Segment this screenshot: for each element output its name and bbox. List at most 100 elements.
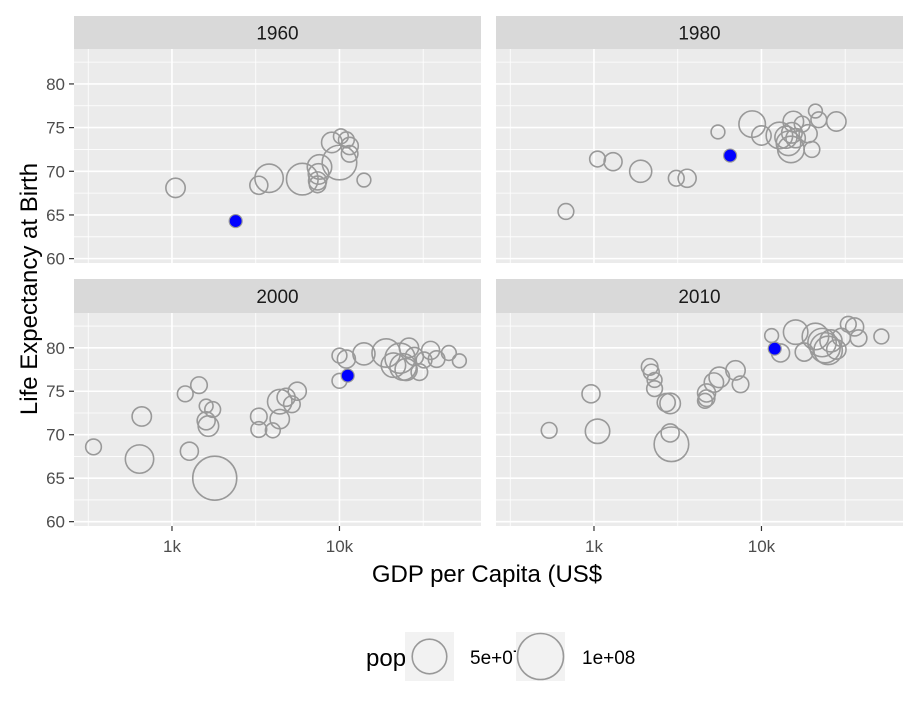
gridlines — [496, 49, 903, 263]
data-point — [440, 344, 458, 362]
data-point — [825, 339, 847, 360]
data-points — [557, 103, 847, 221]
data-point — [765, 121, 794, 150]
data-point — [588, 150, 607, 168]
data-point — [849, 329, 868, 348]
highlighted-point — [340, 368, 355, 383]
legend-label: 1e+08 — [582, 648, 635, 669]
legend-symbol — [411, 638, 448, 675]
data-points — [540, 315, 890, 463]
panel-background — [74, 313, 481, 526]
legend-key — [516, 632, 565, 681]
data-point — [794, 342, 815, 362]
x-axis-title: GDP per Capita (US$ — [372, 561, 602, 588]
data-point — [254, 163, 285, 194]
panel-background — [496, 49, 903, 263]
data-point — [380, 352, 407, 379]
data-point — [176, 385, 194, 403]
data-point — [356, 172, 372, 188]
data-point — [196, 410, 216, 431]
highlighted-point — [228, 213, 243, 229]
data-point — [131, 405, 153, 427]
size-legend: pop 5e+07 1e+08 — [366, 632, 635, 681]
data-point — [780, 121, 803, 144]
y-tick-label: 75 — [46, 382, 65, 401]
y-tick-label: 75 — [46, 119, 65, 138]
data-point — [645, 379, 664, 398]
y-tick-label: 70 — [46, 162, 65, 181]
data-point — [191, 455, 238, 501]
facet-strip-label: 2000 — [256, 287, 298, 308]
legend-key — [405, 632, 454, 681]
data-point — [321, 144, 358, 181]
data-point — [124, 444, 155, 475]
data-point — [793, 115, 811, 133]
data-point — [703, 372, 725, 394]
y-tick-label: 60 — [46, 250, 65, 269]
data-point — [250, 420, 268, 439]
data-point — [540, 421, 558, 440]
data-point — [420, 340, 441, 361]
facet-strip-label: 2010 — [678, 287, 720, 308]
gridlines — [74, 49, 481, 263]
data-point — [656, 392, 677, 413]
data-point — [306, 153, 333, 180]
data-point — [410, 363, 429, 382]
data-point — [603, 151, 623, 172]
legend-title: pop — [366, 645, 406, 672]
data-point — [659, 392, 682, 415]
data-point — [731, 375, 750, 394]
data-point — [198, 398, 214, 414]
data-point — [801, 322, 830, 351]
data-point — [266, 388, 293, 415]
gridlines — [496, 313, 903, 526]
facet-panel-1960: 1960 — [74, 16, 481, 263]
data-point — [581, 384, 601, 404]
facet-strip — [74, 279, 481, 313]
legend-entry: 1e+08 — [516, 632, 635, 681]
facet-panel-1980: 1980 — [496, 16, 903, 263]
axes: 60 65 70 75 80 60 65 70 75 80 1k 10k 1k 10k — [46, 75, 776, 556]
data-point — [660, 423, 680, 443]
x-tick-label: 1k — [163, 537, 181, 556]
y-tick-label: 65 — [46, 206, 65, 225]
data-point — [667, 169, 685, 187]
data-point — [308, 175, 327, 194]
data-point — [628, 159, 653, 184]
data-point — [84, 438, 103, 456]
data-point — [336, 349, 357, 369]
facet-panel-2010: 2010 — [496, 279, 903, 526]
facet-strip-label: 1960 — [256, 24, 298, 45]
data-point — [249, 407, 268, 426]
y-tick-label: 70 — [46, 426, 65, 445]
data-point — [782, 110, 805, 133]
data-point — [179, 441, 200, 462]
data-point — [204, 400, 222, 419]
data-point — [415, 351, 433, 369]
data-point — [810, 111, 828, 129]
data-point — [750, 125, 772, 146]
data-point — [803, 140, 821, 159]
facet-panels: 1960 1980 2000 2010 — [74, 16, 903, 526]
y-tick-label: 60 — [46, 513, 65, 532]
x-tick-label: 1k — [585, 537, 603, 556]
data-point — [307, 171, 328, 191]
facet-strip — [74, 16, 481, 49]
data-point — [774, 125, 798, 150]
data-point — [696, 392, 714, 410]
data-point — [807, 327, 838, 358]
data-point — [807, 103, 824, 119]
data-point — [282, 395, 301, 414]
data-points — [165, 128, 372, 229]
highlighted-point — [767, 341, 782, 356]
data-point — [451, 353, 468, 369]
facet-strip-label: 1980 — [678, 24, 720, 45]
data-point — [307, 162, 330, 185]
data-point — [557, 202, 575, 221]
x-tick-label: 10k — [748, 537, 776, 556]
data-point — [340, 144, 359, 163]
data-point — [782, 319, 809, 346]
data-point — [331, 347, 348, 364]
data-point — [189, 376, 209, 395]
data-point — [696, 383, 717, 403]
